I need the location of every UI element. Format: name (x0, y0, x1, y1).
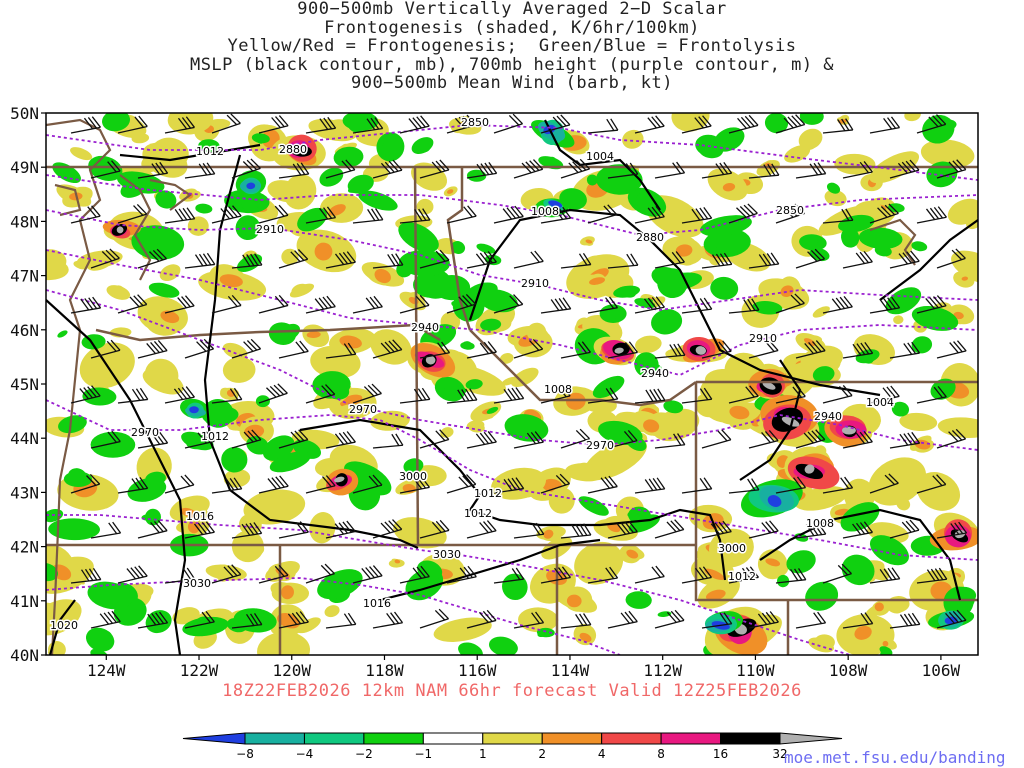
contour-label: 1012 (464, 507, 492, 520)
lon-label: 118W (365, 661, 404, 680)
frontogenesis-shading (46, 113, 978, 655)
contour-label: 2850 (776, 204, 804, 217)
contour-label: 1012 (474, 487, 502, 500)
credit-link[interactable]: moe.met.fsu.edu/banding (784, 748, 1006, 767)
lat-label: 46N (10, 321, 39, 340)
contour-label: 2940 (411, 321, 439, 334)
legend-level: −1 (414, 747, 432, 761)
contour-label: 2880 (279, 143, 307, 156)
lat-label: 41N (10, 592, 39, 611)
lat-label: 44N (10, 429, 39, 448)
contour-label: 2850 (461, 116, 489, 129)
legend-level: 1 (479, 747, 487, 761)
lon-label: 106W (922, 661, 961, 680)
contour-label: 2910 (521, 277, 549, 290)
legend-level: 2 (538, 747, 546, 761)
contour-label: 2970 (131, 426, 159, 439)
lon-label: 112W (643, 661, 682, 680)
contour-label: 1020 (50, 619, 78, 632)
legend-swatch (482, 732, 543, 745)
contour-label: 1012 (196, 145, 224, 158)
contour-label: 1016 (363, 597, 391, 610)
coastline (46, 118, 917, 655)
legend-swatch (660, 732, 722, 745)
isobar-labels: 1012 1004 1008 1008 1012 1016 1012 1012 1004 1008… (49, 144, 896, 634)
lat-label: 43N (10, 483, 39, 502)
contour-label: 3000 (718, 542, 746, 555)
contour-label: 2910 (749, 332, 777, 345)
mslp-contours (46, 119, 978, 655)
legend-swatch (244, 732, 305, 745)
contour-label: 3030 (433, 548, 461, 561)
contour-label: 1008 (531, 205, 559, 218)
contour-label: 2910 (256, 223, 284, 236)
contour-label: 1008 (806, 517, 834, 530)
lon-label: 114W (551, 661, 590, 680)
title-line-5: 900−500mb Mean Wind (barb, kt) (350, 73, 674, 93)
color-legend: −8 −4 −2 −1 1 2 4 8 16 32 (182, 732, 843, 761)
lon-label: 124W (87, 661, 126, 680)
lat-label: 48N (10, 212, 39, 231)
contour-label: 2940 (641, 367, 669, 380)
contour-label: 2970 (586, 439, 614, 452)
contour-label: 2940 (814, 410, 842, 423)
legend-level: 32 (772, 747, 787, 761)
lat-label: 42N (10, 538, 39, 557)
contour-label: 2970 (349, 403, 377, 416)
legend-level: −2 (355, 747, 373, 761)
lat-label: 47N (10, 267, 39, 286)
lon-label: 116W (458, 661, 497, 680)
lat-label: 40N (10, 646, 39, 665)
legend-swatch (601, 732, 662, 745)
longitude-labels: 124W 122W 120W 118W 116W 114W 112W 110W 108W 106W (87, 655, 961, 680)
legend-level: 16 (713, 747, 728, 761)
legend-swatch (720, 732, 781, 745)
legend-level: −8 (236, 747, 254, 761)
legend-level: 8 (657, 747, 665, 761)
title-line-1: 900−500mb Vertically Averaged 2−D Scalar (297, 0, 727, 19)
lon-label: 122W (180, 661, 219, 680)
lon-label: 110W (736, 661, 775, 680)
contour-label: 3030 (183, 577, 211, 590)
lon-label: 108W (829, 661, 868, 680)
height-labels: 2850 2880 2910 2880 2850 2910 2940 2910 2940 2940… (130, 115, 844, 592)
legend-swatch (422, 732, 484, 745)
forecast-footer: 18Z22FEB2026 12km NAM 66hr forecast Vali… (222, 681, 802, 701)
contour-label: 1008 (544, 383, 572, 396)
legend-level: 4 (598, 747, 606, 761)
title-line-2: Frontogenesis (shaded, K/6hr/100km) (324, 17, 700, 38)
height-contours (46, 124, 978, 655)
contour-label: 1004 (586, 150, 614, 163)
latitude-labels: 50N 49N 48N 47N 46N 45N 44N 43N 42N 41N 40N (10, 104, 46, 665)
contour-label: 1004 (866, 396, 894, 409)
title-line-4: MSLP (black contour, mb), 700mb height (… (189, 54, 835, 75)
lat-label: 49N (10, 158, 39, 177)
chart-title: 900−500mb Vertically Averaged 2−D Scalar… (0, 0, 1024, 93)
contour-label: 1012 (201, 430, 229, 443)
legend-swatch (363, 732, 424, 745)
contour-label: 1016 (186, 510, 214, 523)
legend-level: −4 (296, 747, 314, 761)
contour-label: 1012 (728, 570, 756, 583)
contour-label: 3000 (399, 470, 427, 483)
contour-label: 2880 (636, 231, 664, 244)
lon-label: 120W (272, 661, 311, 680)
lat-label: 45N (10, 375, 39, 394)
wind-barbs (70, 113, 968, 629)
lat-label: 50N (10, 104, 39, 123)
legend-swatch (303, 732, 365, 745)
title-line-3: Yellow/Red = Frontogenesis; Green/Blue =… (227, 36, 797, 56)
legend-swatch (541, 732, 603, 745)
